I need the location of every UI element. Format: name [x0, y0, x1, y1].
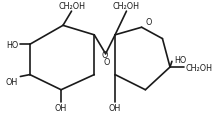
Text: CH₂OH: CH₂OH — [58, 2, 85, 11]
Text: OH: OH — [55, 103, 67, 112]
Text: O: O — [103, 57, 110, 66]
Text: CH₂OH: CH₂OH — [185, 63, 212, 72]
Text: OH: OH — [109, 103, 121, 112]
Text: OH: OH — [5, 78, 18, 87]
Text: HO: HO — [174, 55, 186, 64]
Text: CH₂OH: CH₂OH — [113, 2, 140, 11]
Text: HO: HO — [6, 40, 18, 49]
Text: O: O — [145, 18, 152, 27]
Text: O: O — [102, 51, 108, 60]
